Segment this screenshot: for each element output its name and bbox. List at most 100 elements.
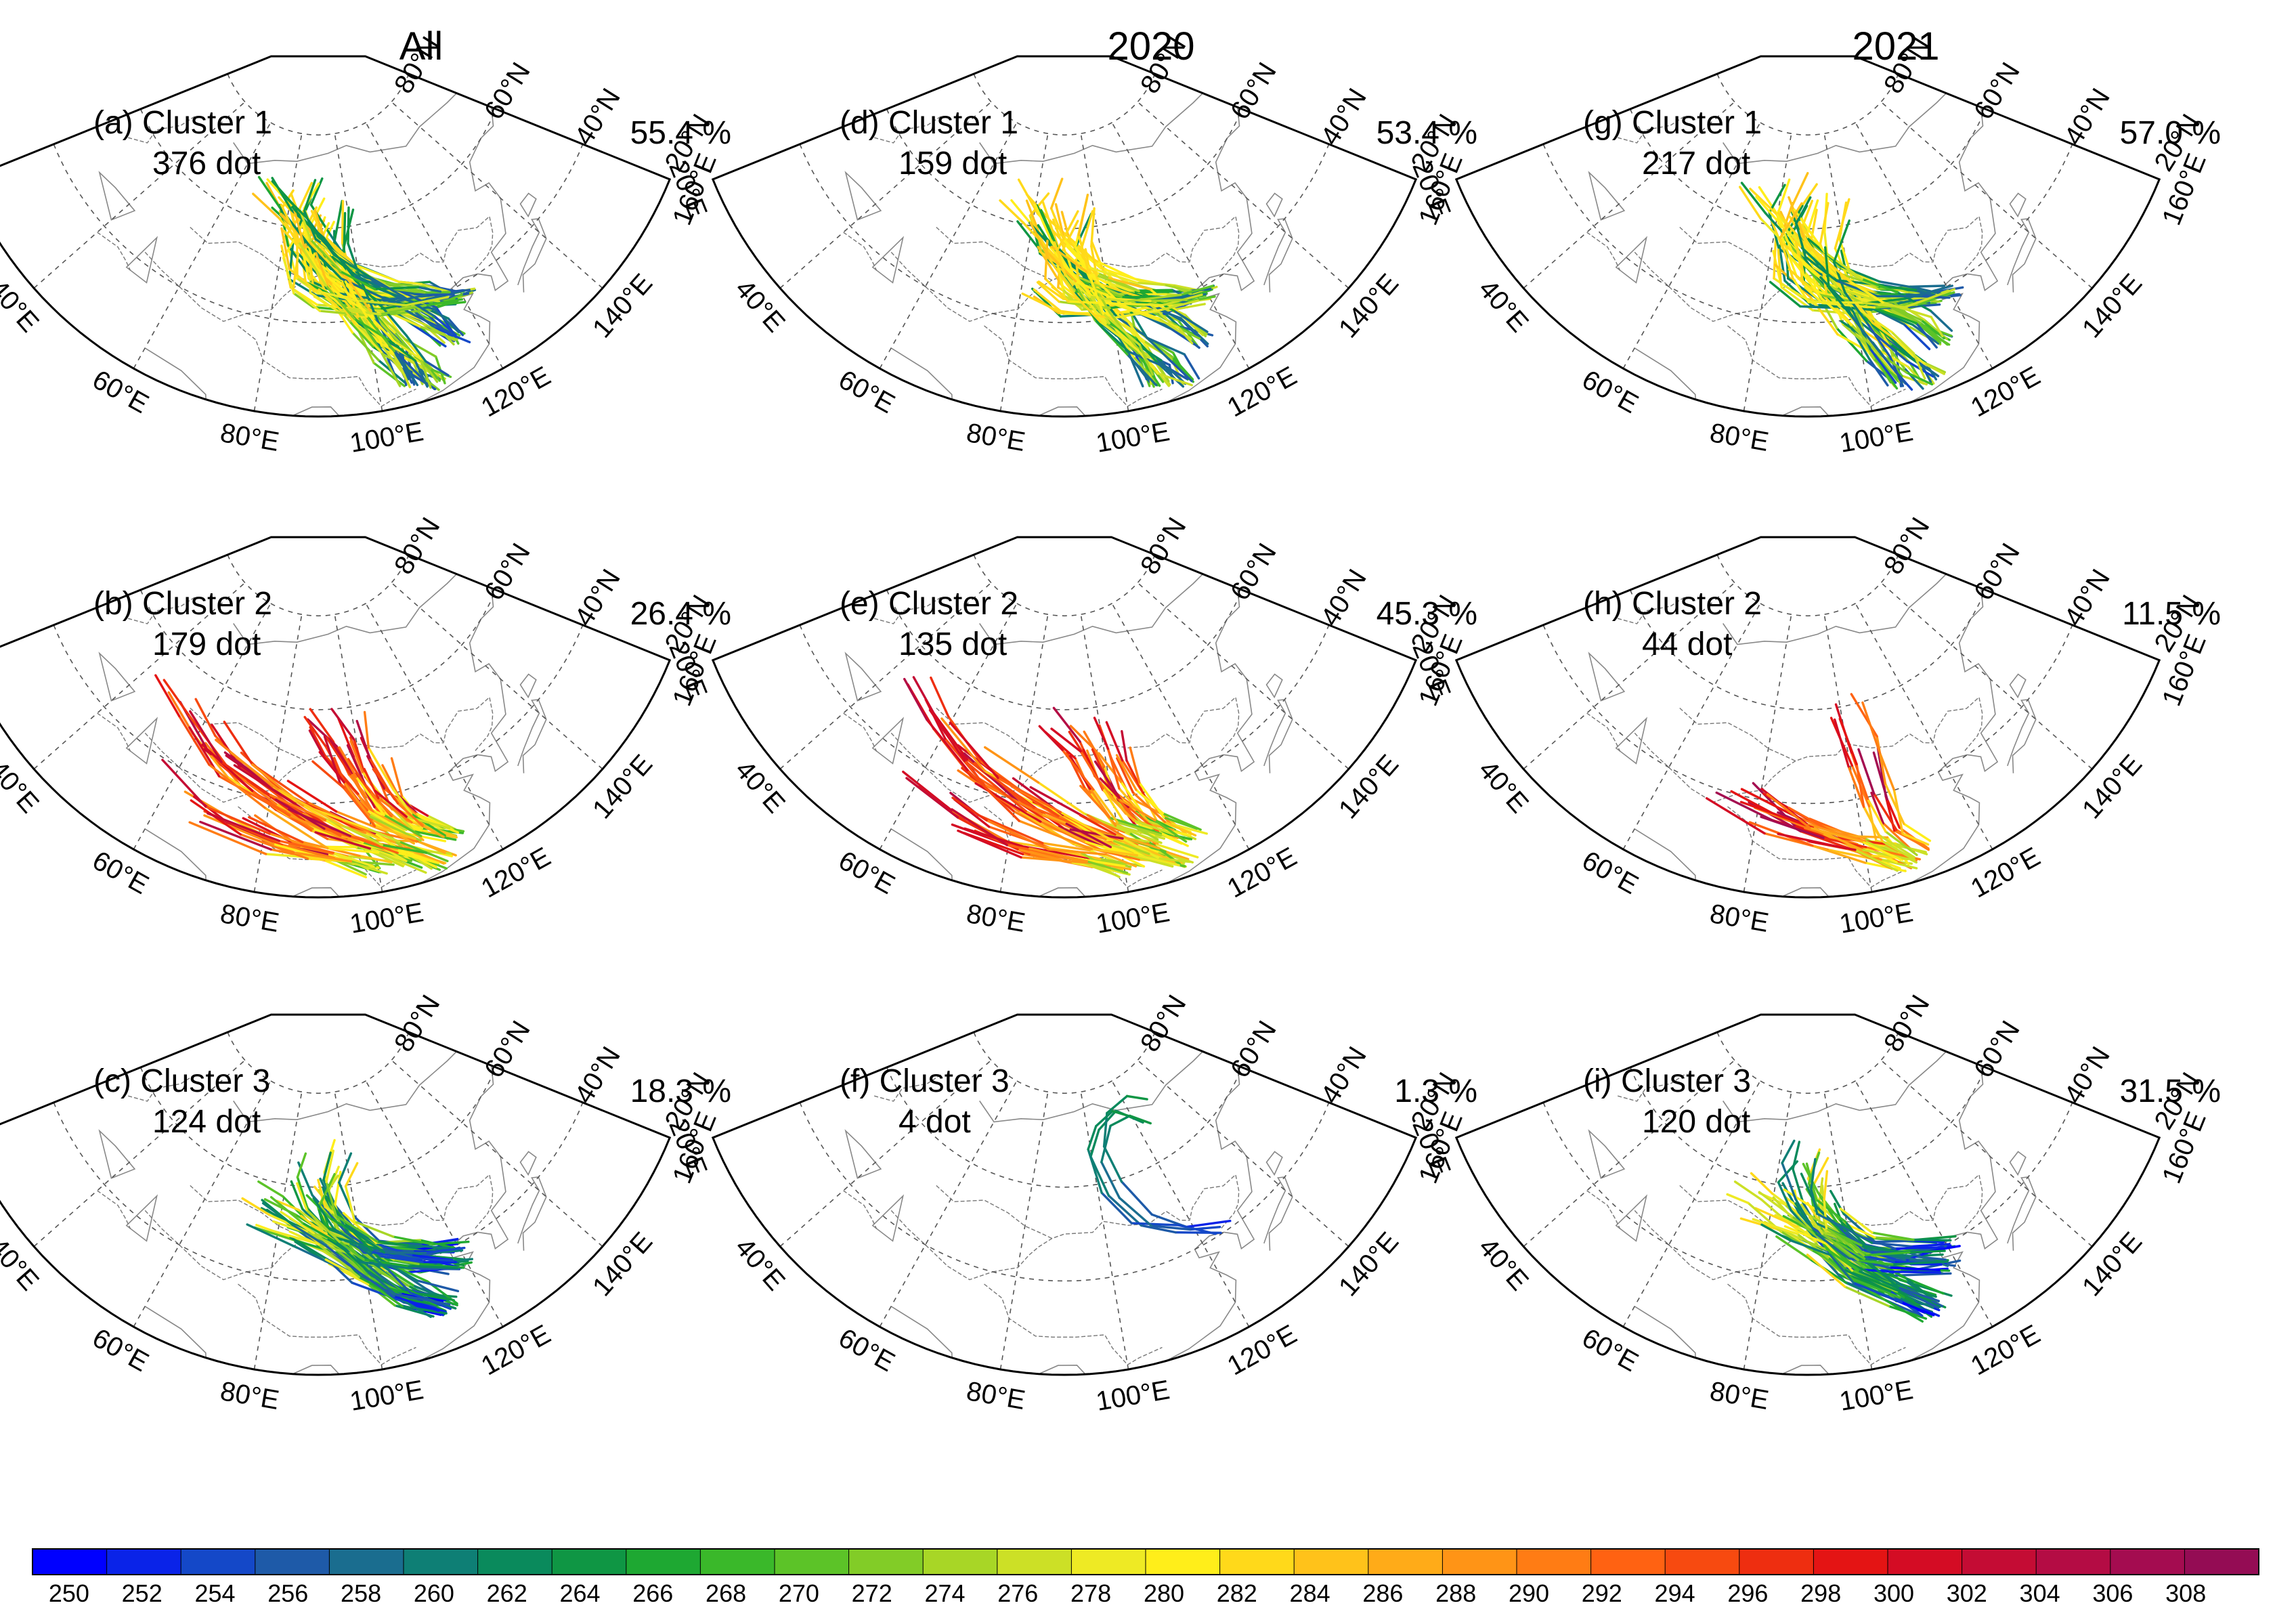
coastline bbox=[2009, 192, 2027, 218]
trajectory-segment bbox=[1853, 320, 1876, 360]
trajectory-segment bbox=[358, 1271, 395, 1298]
trajectory-segment bbox=[344, 1224, 385, 1254]
trajectory-segment bbox=[410, 813, 446, 837]
trajectory-segment bbox=[1106, 747, 1121, 790]
country-border bbox=[1679, 707, 1796, 762]
panel-count: 124 dot bbox=[152, 1104, 261, 1140]
trajectory-segment bbox=[928, 708, 966, 763]
trajectory-segment bbox=[373, 825, 416, 840]
country-border bbox=[1634, 732, 1737, 803]
trajectory-segment bbox=[1862, 1251, 1911, 1257]
trajectory-segment bbox=[325, 1149, 334, 1184]
trajectory-segment bbox=[1791, 1215, 1824, 1242]
trajectory-segment bbox=[1077, 276, 1125, 298]
trajectory-segment bbox=[1090, 847, 1138, 857]
trajectory-segment bbox=[1811, 845, 1867, 864]
trajectory-segment bbox=[1163, 283, 1193, 293]
trajectory-segment bbox=[1061, 748, 1095, 791]
country-border bbox=[97, 1190, 131, 1229]
trajectory-segment bbox=[1058, 826, 1104, 848]
trajectory-segment bbox=[424, 298, 464, 307]
colorbar-tick-label: 300 bbox=[1873, 1579, 1914, 1607]
trajectory-segment bbox=[1843, 1267, 1892, 1273]
coastline bbox=[844, 1129, 882, 1179]
trajectory-segment bbox=[199, 820, 272, 851]
trajectory-segment bbox=[322, 1151, 332, 1181]
panel-count: 217 dot bbox=[1642, 146, 1750, 182]
trajectory-segment bbox=[1834, 198, 1850, 250]
trajectory-segment bbox=[1163, 816, 1198, 830]
trajectory-segment bbox=[1899, 1287, 1940, 1309]
trajectory-segment bbox=[1915, 291, 1955, 306]
trajectory-segment bbox=[1755, 195, 1785, 229]
trajectory-segment bbox=[1083, 730, 1106, 768]
longitude-label: 40°E bbox=[729, 1232, 791, 1296]
trajectory-segment bbox=[353, 843, 404, 868]
trajectory-segment bbox=[1900, 1301, 1935, 1317]
trajectory-segment bbox=[1777, 1181, 1792, 1212]
coastline bbox=[1723, 574, 1947, 645]
trajectory-segment bbox=[1047, 848, 1107, 856]
longitude-label: 40°E bbox=[1473, 1232, 1534, 1296]
coastline bbox=[2009, 673, 2027, 699]
trajectory-segment bbox=[315, 252, 330, 288]
trajectory-segment bbox=[288, 814, 354, 845]
trajectory-segment bbox=[1130, 1222, 1180, 1227]
coastline bbox=[979, 1051, 1203, 1123]
trajectory-segment bbox=[1823, 251, 1863, 280]
trajectory-segment bbox=[1179, 284, 1214, 296]
trajectory-segment bbox=[1044, 239, 1049, 280]
trajectory-segment bbox=[201, 743, 254, 792]
longitude-label: 60°E bbox=[87, 845, 154, 900]
trajectory-segment bbox=[1137, 352, 1161, 387]
trajectory-segment bbox=[1138, 343, 1154, 376]
trajectory-segment bbox=[355, 775, 385, 817]
trajectory-segment bbox=[405, 334, 427, 363]
trajectory-segment bbox=[189, 710, 223, 763]
coastline bbox=[1588, 171, 1626, 221]
coastline bbox=[233, 1051, 457, 1123]
trajectory-segment bbox=[1880, 858, 1918, 870]
trajectory-segment bbox=[1154, 819, 1188, 843]
colorbar-tick-label: 290 bbox=[1509, 1579, 1549, 1607]
country-border bbox=[874, 595, 943, 624]
trajectory-segment bbox=[1028, 847, 1089, 863]
longitude-label: 100°E bbox=[1094, 417, 1172, 459]
colorbar-swatch bbox=[551, 1548, 627, 1575]
trajectory-segment bbox=[1119, 780, 1146, 816]
trajectory-segment bbox=[1915, 322, 1938, 349]
colorbar-swatch bbox=[2110, 1548, 2186, 1575]
trajectory-segment bbox=[1857, 307, 1893, 333]
trajectory-segment bbox=[1135, 311, 1180, 329]
trajectory-segment bbox=[1825, 1248, 1859, 1272]
trajectory-segment bbox=[383, 813, 423, 838]
trajectory-segment bbox=[276, 788, 344, 827]
trajectory-segment bbox=[314, 831, 372, 850]
longitude-label: 140°E bbox=[2077, 749, 2148, 824]
latitude-label: 80°N bbox=[1135, 513, 1192, 580]
colorbar-tick-label: 296 bbox=[1727, 1579, 1768, 1607]
trajectory-segment bbox=[977, 813, 1044, 845]
panel-percent: 53.4 % bbox=[1377, 115, 1477, 151]
trajectory-segment bbox=[1903, 288, 1956, 309]
colorbar-tick-label: 286 bbox=[1362, 1579, 1403, 1607]
trajectory-segment bbox=[288, 1230, 320, 1246]
trajectory-segment bbox=[1815, 1198, 1847, 1223]
colorbar-tick-label: 258 bbox=[341, 1579, 381, 1607]
trajectory-segment bbox=[997, 777, 1062, 813]
trajectory-segment bbox=[926, 718, 969, 771]
longitude-label: 140°E bbox=[1333, 1227, 1404, 1302]
map-boundary bbox=[0, 55, 672, 418]
coastline bbox=[844, 652, 882, 702]
trajectory-segment bbox=[368, 847, 408, 863]
latitude-label: 40°N bbox=[1315, 83, 1372, 150]
trajectory-segment bbox=[421, 824, 445, 838]
trajectory-segment bbox=[1189, 1226, 1221, 1231]
coastline bbox=[517, 1176, 547, 1251]
colorbar-tick-label: 262 bbox=[487, 1579, 527, 1607]
trajectory-segment bbox=[1838, 1227, 1864, 1251]
trajectory-segment bbox=[433, 326, 471, 343]
trajectory-segment bbox=[1077, 234, 1090, 275]
